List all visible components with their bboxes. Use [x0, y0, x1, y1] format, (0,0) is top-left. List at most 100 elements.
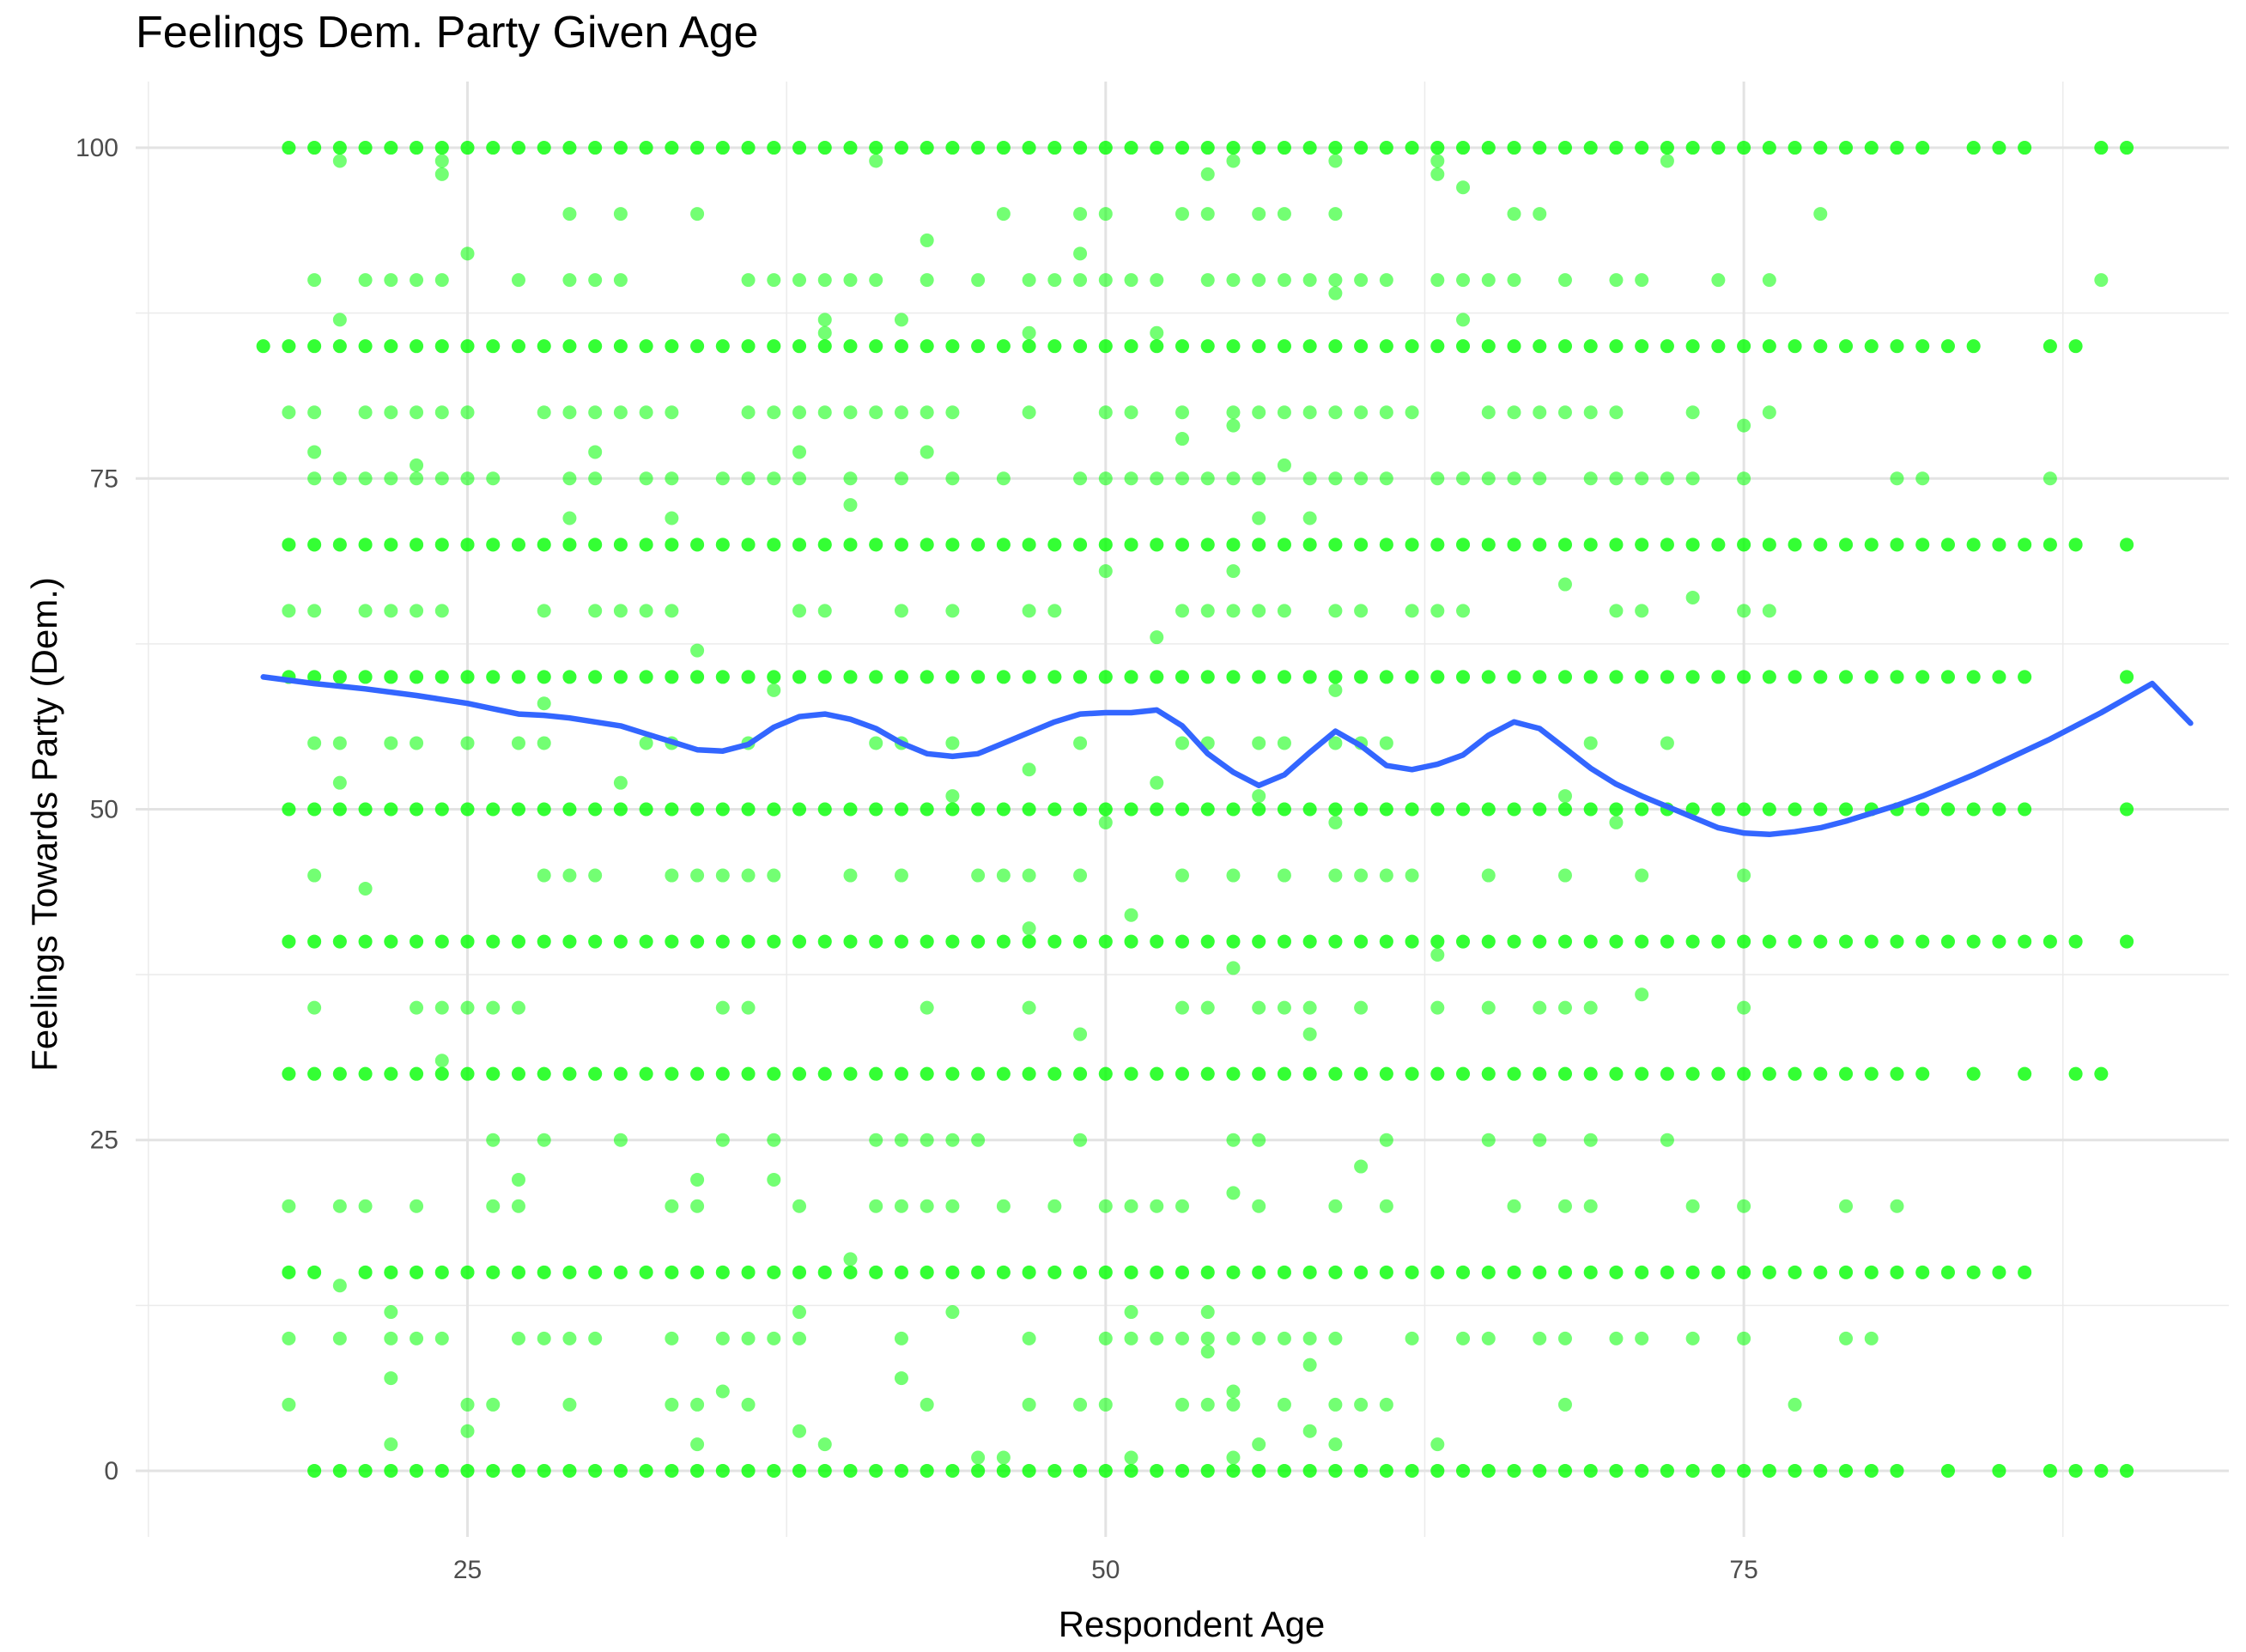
- data-point: [460, 1397, 475, 1412]
- data-point: [307, 868, 322, 883]
- data-point: [282, 1265, 296, 1279]
- data-point: [486, 1265, 501, 1279]
- data-point: [971, 802, 986, 817]
- data-point: [1557, 1331, 1572, 1345]
- data-point: [1940, 538, 1955, 552]
- data-point: [1073, 934, 1088, 949]
- data-point: [307, 802, 322, 817]
- data-point: [741, 1463, 756, 1478]
- data-point: [894, 538, 908, 552]
- data-point: [332, 471, 347, 486]
- data-point: [1047, 273, 1062, 288]
- data-point: [307, 934, 322, 949]
- data-point: [1226, 1133, 1241, 1147]
- data-point: [1328, 154, 1343, 168]
- data-point: [665, 1463, 679, 1478]
- data-point: [588, 538, 603, 552]
- data-point: [690, 670, 705, 684]
- data-point: [869, 154, 883, 168]
- data-point: [1966, 670, 1981, 684]
- data-point: [537, 339, 551, 354]
- data-point: [665, 1265, 679, 1279]
- data-point: [588, 802, 603, 817]
- data-point: [613, 207, 628, 222]
- data-point: [1788, 934, 1802, 949]
- data-point: [1379, 273, 1393, 288]
- data-point: [537, 696, 551, 711]
- data-point: [613, 141, 628, 155]
- data-point: [665, 1331, 679, 1345]
- data-point: [1328, 670, 1343, 684]
- data-point: [665, 471, 679, 486]
- data-point: [1022, 934, 1036, 949]
- data-point: [410, 736, 424, 750]
- data-point: [1635, 1331, 1649, 1345]
- data-point: [1405, 339, 1419, 354]
- data-point: [460, 471, 475, 486]
- data-point: [945, 802, 960, 817]
- data-point: [817, 273, 832, 288]
- data-point: [434, 471, 449, 486]
- data-point: [460, 802, 475, 817]
- data-point: [1226, 868, 1241, 883]
- data-point: [1583, 538, 1598, 552]
- data-point: [1405, 405, 1419, 420]
- data-point: [384, 604, 398, 618]
- data-point: [1890, 1066, 1904, 1081]
- data-point: [511, 670, 525, 684]
- data-point: [1405, 934, 1419, 949]
- data-point: [1354, 1463, 1369, 1478]
- data-point: [1022, 325, 1036, 340]
- data-point: [1813, 802, 1828, 817]
- data-point: [1124, 1265, 1138, 1279]
- data-point: [690, 339, 705, 354]
- data-point: [1992, 1463, 2006, 1478]
- data-point: [1124, 1463, 1138, 1478]
- data-point: [358, 604, 373, 618]
- data-point: [486, 934, 501, 949]
- data-point: [767, 471, 781, 486]
- data-point: [1124, 1199, 1138, 1213]
- data-point: [869, 273, 883, 288]
- data-point: [741, 1000, 756, 1015]
- data-point: [1940, 1463, 1955, 1478]
- data-point: [613, 802, 628, 817]
- data-point: [1200, 802, 1215, 817]
- data-point: [1379, 1265, 1393, 1279]
- data-point: [460, 736, 475, 750]
- data-point: [434, 802, 449, 817]
- data-point: [817, 802, 832, 817]
- data-point: [869, 934, 883, 949]
- data-point: [1328, 471, 1343, 486]
- data-point: [920, 1000, 934, 1015]
- data-point: [307, 736, 322, 750]
- data-point: [639, 538, 653, 552]
- data-point: [639, 141, 653, 155]
- data-point: [715, 1331, 730, 1345]
- data-point: [2043, 1463, 2057, 1478]
- data-point: [307, 538, 322, 552]
- data-point: [792, 1199, 807, 1213]
- data-point: [843, 1463, 858, 1478]
- data-point: [613, 1265, 628, 1279]
- data-point: [817, 1437, 832, 1452]
- data-point: [384, 1331, 398, 1345]
- data-point: [1354, 141, 1369, 155]
- data-point: [1302, 538, 1317, 552]
- data-point: [1583, 1199, 1598, 1213]
- data-point: [1430, 1265, 1445, 1279]
- data-point: [307, 1066, 322, 1081]
- data-point: [1150, 1265, 1164, 1279]
- data-point: [486, 1133, 501, 1147]
- data-point: [1685, 339, 1700, 354]
- data-point: [1557, 405, 1572, 420]
- data-point: [307, 405, 322, 420]
- data-point: [1022, 1463, 1036, 1478]
- data-point: [1557, 1000, 1572, 1015]
- data-point: [945, 789, 960, 804]
- data-point: [1583, 1265, 1598, 1279]
- data-point: [2018, 538, 2032, 552]
- data-point: [588, 141, 603, 155]
- data-point: [1635, 670, 1649, 684]
